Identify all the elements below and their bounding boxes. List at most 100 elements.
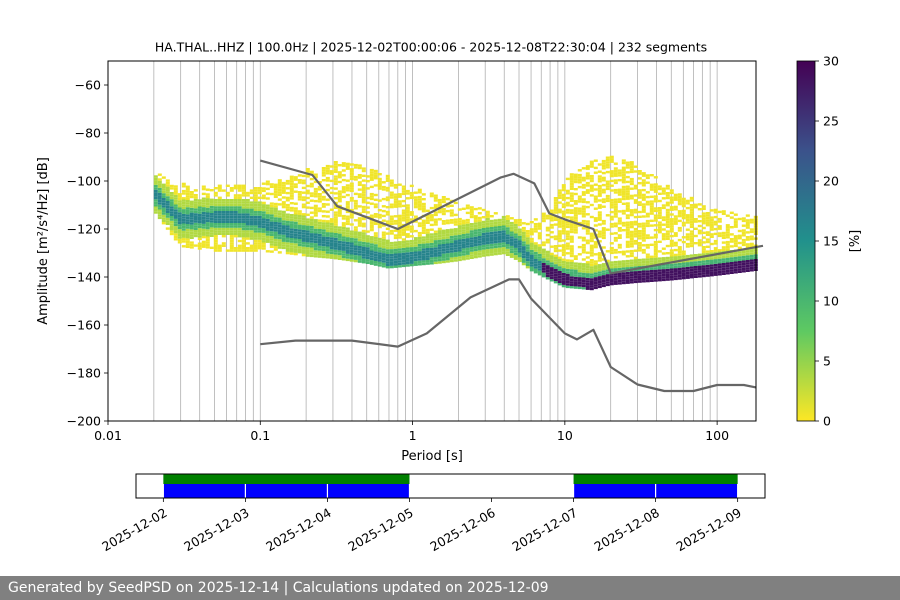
heatmap-cell [377, 177, 382, 181]
heatmap-cell [357, 250, 362, 254]
heatmap-cell [677, 198, 682, 201]
heatmap-cell [717, 270, 722, 274]
heatmap-cell [437, 203, 442, 207]
heatmap-cell [477, 221, 482, 224]
heatmap-cell [445, 221, 450, 225]
heatmap-cell [417, 251, 422, 254]
heatmap-cell [649, 210, 654, 213]
heatmap-cell [657, 209, 662, 212]
heatmap-cell [589, 266, 594, 269]
heatmap-cell [353, 255, 358, 258]
heatmap-cell [733, 242, 738, 245]
heatmap-cell [605, 156, 610, 159]
heatmap-cell [689, 244, 694, 248]
heatmap-cell [633, 232, 638, 236]
heatmap-cell [317, 236, 322, 239]
heatmap-cell [593, 197, 598, 201]
heatmap-cell [361, 253, 366, 257]
heatmap-cell [337, 190, 342, 193]
heatmap-cell [369, 257, 374, 261]
heatmap-cell [401, 243, 406, 246]
heatmap-cell [205, 200, 210, 203]
heatmap-cell [261, 220, 266, 224]
heatmap-cell [281, 246, 286, 250]
heatmap-cell [457, 239, 462, 242]
heatmap-cell [421, 198, 426, 201]
heatmap-cell [629, 249, 634, 253]
heatmap-cell [509, 243, 514, 246]
heatmap-cell [553, 223, 558, 226]
heatmap-cell [413, 261, 418, 264]
heatmap-cell [593, 243, 598, 246]
heatmap-cell [665, 204, 670, 207]
heatmap-cell [301, 225, 306, 228]
heatmap-cell [401, 199, 406, 203]
heatmap-cell [641, 258, 646, 261]
heatmap-cell [473, 234, 478, 237]
heatmap-cell [297, 227, 302, 230]
heatmap-cell [421, 262, 426, 266]
heatmap-cell [265, 228, 270, 231]
heatmap-cell [701, 267, 706, 270]
heatmap-cell [697, 260, 702, 264]
heatmap-cell [681, 240, 686, 244]
heatmap-cell [441, 234, 446, 237]
heatmap-cell [717, 225, 722, 228]
heatmap-cell [589, 273, 594, 276]
heatmap-cell [621, 229, 626, 232]
heatmap-cell [349, 230, 354, 233]
heatmap-cell [509, 231, 514, 234]
heatmap-cell [409, 251, 414, 255]
heatmap-cell [601, 159, 606, 163]
heatmap-cell [185, 188, 190, 191]
heatmap-cell [633, 220, 638, 224]
heatmap-cell [541, 263, 546, 266]
heatmap-cell [505, 232, 510, 235]
heatmap-cell [281, 181, 286, 185]
heatmap-cell [413, 239, 418, 242]
heatmap-cell [509, 233, 514, 237]
heatmap-cell [349, 254, 354, 257]
heatmap-cell [249, 237, 254, 240]
heatmap-cell [353, 166, 358, 169]
heatmap-cell [733, 220, 738, 224]
heatmap-cell [621, 193, 626, 196]
heatmap-cell [585, 222, 590, 226]
heatmap-cell [633, 256, 638, 260]
heatmap-cell [581, 265, 586, 268]
heatmap-cell [201, 226, 206, 229]
heatmap-cell [341, 248, 346, 251]
heatmap-cell [597, 223, 602, 226]
heatmap-cell [681, 252, 686, 256]
heatmap-cell [541, 270, 546, 273]
heatmap-cell [449, 204, 454, 207]
heatmap-cell [301, 222, 306, 226]
heatmap-cell [737, 229, 742, 233]
heatmap-cell [585, 165, 590, 168]
heatmap-cell [553, 271, 558, 274]
heatmap-cell [693, 234, 698, 238]
heatmap-cell [417, 260, 422, 264]
heatmap-cell [597, 177, 602, 181]
heatmap-cell [229, 242, 234, 245]
heatmap-cell [385, 254, 390, 257]
heatmap-cell [405, 247, 410, 250]
heatmap-cell [265, 230, 270, 234]
heatmap-cell [625, 202, 630, 205]
heatmap-cell [405, 206, 410, 210]
heatmap-cell [165, 220, 170, 223]
heatmap-cell [577, 236, 582, 239]
heatmap-cell [493, 233, 498, 237]
heatmap-cell [321, 227, 326, 230]
heatmap-cell [185, 202, 190, 205]
heatmap-cell [593, 265, 598, 268]
heatmap-cell [165, 189, 170, 192]
heatmap-cell [449, 252, 454, 255]
heatmap-cell [593, 183, 598, 186]
heatmap-cell [369, 168, 374, 172]
heatmap-cell [477, 248, 482, 251]
heatmap-cell [713, 254, 718, 257]
heatmap-cell [217, 230, 222, 233]
heatmap-cell [681, 274, 686, 277]
heatmap-cell [277, 191, 282, 194]
